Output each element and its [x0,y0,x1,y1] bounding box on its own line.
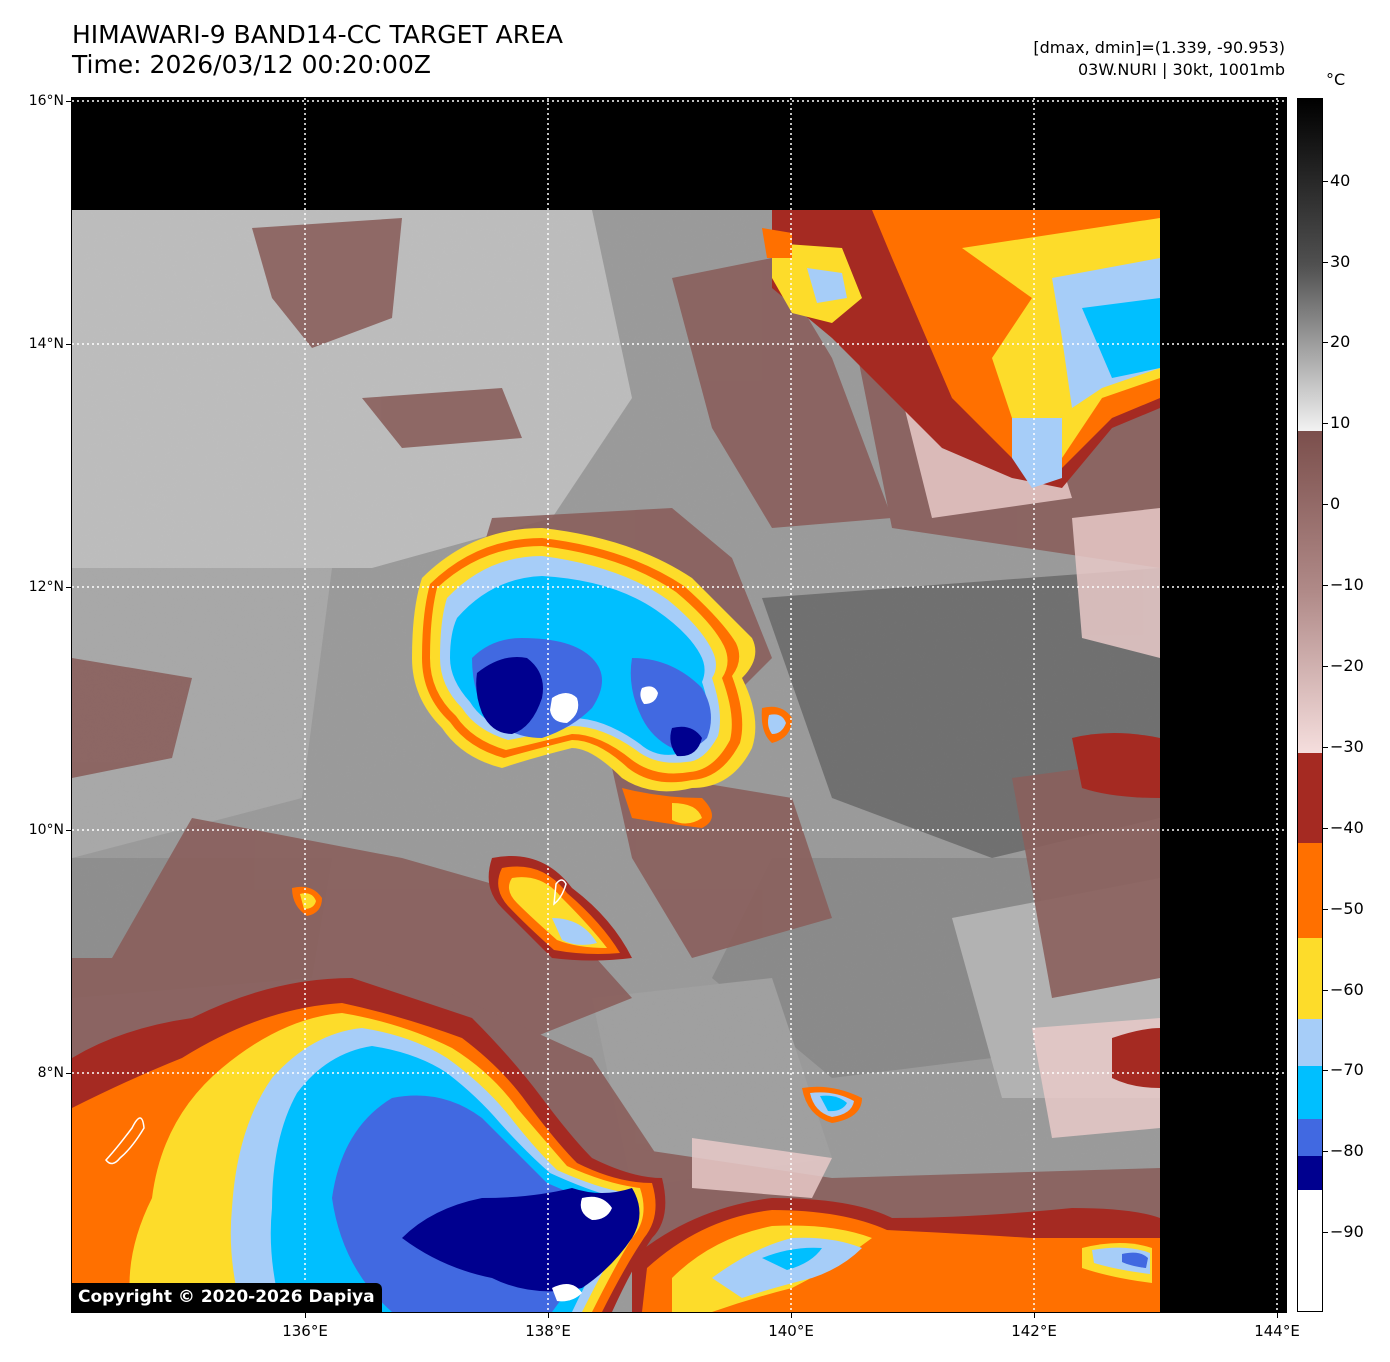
satellite-map[interactable] [71,97,1287,1313]
small-convective-cells [292,706,1160,1123]
lat-label-14n: 14°N [28,336,64,352]
colorbar-tick [1323,585,1328,586]
central-convection [412,528,756,792]
colorbar-tick [1323,1151,1328,1152]
lon-label-144e: 144°E [1254,1322,1300,1340]
dmax-dmin-label: [dmax, dmin]=(1.339, -90.953) [1033,38,1285,57]
colorbar-tick [1323,262,1328,263]
colorbar-label: −30 [1330,737,1364,756]
lat-tick [66,830,72,831]
storm-name-label: 03W.NURI | 30kt, 1001mb [1077,60,1285,79]
lon-tick [1034,1312,1035,1318]
gridlines [72,98,1286,1312]
colorbar-label: −70 [1330,1060,1364,1079]
title-line-2: Time: 2026/03/12 00:20:00Z [72,50,431,79]
lon-label-138e: 138°E [525,1322,571,1340]
colorbar-tick [1323,747,1328,748]
figure-title: HIMAWARI-9 BAND14-CC TARGET AREA Time: 2… [72,20,563,80]
colorbar-tick [1323,504,1328,505]
lat-label-8n: 8°N [37,1065,64,1081]
lon-tick [548,1312,549,1318]
colorbar-label: 30 [1330,252,1351,271]
lon-tick [791,1312,792,1318]
colorbar-label: −80 [1330,1141,1364,1160]
satellite-imagery [72,98,1286,1312]
northeast-convection [762,210,1160,488]
lat-tick [66,587,72,588]
colorbar-label: −90 [1330,1222,1364,1241]
island-outlines [105,879,567,1165]
lat-tick [66,101,72,102]
colorbar-label: −40 [1330,818,1364,837]
colorbar-label: −10 [1330,575,1364,594]
colorbar [1297,98,1323,1312]
colorbar-tick [1323,423,1328,424]
lon-label-140e: 140°E [768,1322,814,1340]
south-edge-convection [632,1198,1160,1312]
colorbar-label: 20 [1330,332,1351,351]
lat-tick [66,344,72,345]
lon-label-142e: 142°E [1011,1322,1057,1340]
colorbar-label: −60 [1330,980,1364,999]
lon-tick [1277,1312,1278,1318]
lat-tick [66,1073,72,1074]
colorbar-tick [1323,990,1328,991]
lat-label-12n: 12°N [28,579,64,595]
colorbar-label: −50 [1330,899,1364,918]
colorbar-tick [1323,828,1328,829]
copyright-label: Copyright © 2020-2026 Dapiya [72,1283,382,1312]
southwest-convection [72,978,666,1312]
lon-label-136e: 136°E [282,1322,328,1340]
lat-label-10n: 10°N [28,822,64,838]
lon-tick [305,1312,306,1318]
colorbar-tick [1323,342,1328,343]
colorbar-label: 0 [1330,494,1341,513]
title-line-1: HIMAWARI-9 BAND14-CC TARGET AREA [72,20,564,49]
colorbar-label: −20 [1330,656,1364,675]
colorbar-label: 40 [1330,171,1351,190]
colorbar-tick [1323,1070,1328,1071]
colorbar-unit: °C [1326,70,1346,89]
colorbar-gradient [1298,99,1322,1311]
colorbar-tick [1323,909,1328,910]
lat-label-16n: 16°N [28,93,64,109]
storm-info: [dmax, dmin]=(1.339, -90.953) 03W.NURI |… [1033,37,1285,81]
colorbar-label: 10 [1330,413,1351,432]
colorbar-tick [1323,666,1328,667]
colorbar-tick [1323,1232,1328,1233]
colorbar-tick [1323,181,1328,182]
